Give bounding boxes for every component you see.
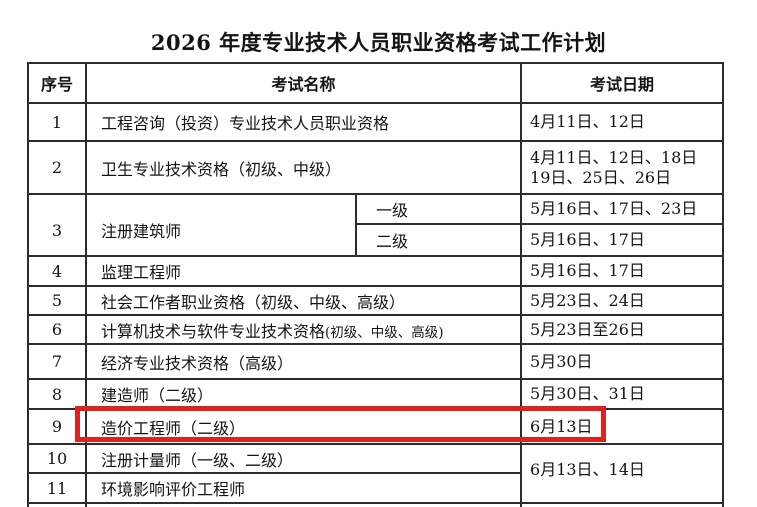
row-index: 2 [27,140,87,195]
table-row: 2 卫生专业技术资格（初级、中级） 4月11日、12日、18日 19日、25日、… [27,140,725,195]
exam-date-cell: 5月23日至26日 [520,314,725,345]
exam-date-cell: 5月16日、17日、23日 [520,193,725,225]
exam-date-cell [520,502,725,507]
exam-schedule-table: 序号 考试名称 考试日期 1 工程咨询（投资）专业技术人员职业资格 4月11日、… [27,62,725,507]
table-row: 6 计算机技术与软件专业技术资格(初级、中级、高级) 5月23日至26日 [27,314,725,345]
exam-name-cell: 经济专业技术资格（高级） [84,343,523,380]
exam-name-cell: 工程咨询（投资）专业技术人员职业资格 [84,102,523,142]
exam-date-cell: 4月11日、12日 [520,102,725,142]
row-index: 8 [27,378,87,410]
date-line-2: 19日、25日、26日 [530,167,672,187]
exam-date-cell: 6月13日 [520,408,725,445]
row-index: 7 [27,343,87,380]
table-row: 11 环境影响评价工程师 [27,472,723,504]
exam-date-cell-merged: 6月13日、14日 [520,443,725,504]
table-subrow: 二级 5月16日、17日 [28,223,725,257]
exam-level-cell: 二级 [354,223,523,257]
exam-level-cell: 一级 [354,193,523,225]
table-row-highlighted: 9 造价工程师（二级） 6月13日 [27,408,725,445]
table-row-cropped [27,502,725,507]
table-row: 3 注册建筑师 一级 5月16日、17日、23日 [27,193,725,257]
row-index: 5 [27,285,87,316]
exam-name-cell: 卫生专业技术资格（初级、中级） [84,140,523,195]
date-line-1: 4月11日、12日、18日 [530,147,698,167]
exam-name-detail: (初级、中级、高级) [325,324,444,341]
exam-name-cell: 注册计量师（一级、二级） [84,443,523,474]
exam-date-cell: 5月30日、31日 [520,378,725,410]
table-row: 4 监理工程师 5月16日、17日 [27,255,725,287]
exam-name-main: 计算机技术与软件专业技术资格 [101,321,326,341]
header-index: 序号 [27,62,87,104]
row-index: 1 [27,102,87,142]
exam-date-cell: 5月16日、17日 [520,223,725,257]
table-row: 1 工程咨询（投资）专业技术人员职业资格 4月11日、12日 [27,102,725,142]
exam-date-cell: 5月16日、17日 [520,255,725,287]
exam-name-cell: 环境影响评价工程师 [84,472,523,504]
row-index: 6 [27,314,87,345]
exam-name-cell: 计算机技术与软件专业技术资格(初级、中级、高级) [84,314,523,345]
exam-name-cell: 注册建筑师 [85,193,357,257]
exam-date-cell: 5月23日、24日 [520,285,725,316]
row-index: 11 [27,472,87,504]
row-index: 4 [27,255,87,287]
header-exam-date: 考试日期 [520,62,725,104]
exam-name-cell: 造价工程师（二级） [84,408,523,445]
page-title: 2026 年度专业技术人员职业资格考试工作计划 [150,30,607,55]
exam-date-cell: 4月11日、12日、18日 19日、25日、26日 [520,140,725,195]
table-row: 10 注册计量师（一级、二级） 6月13日、14日 [27,443,725,504]
row-index [27,502,87,507]
row-index: 9 [27,408,87,445]
header-row: 序号 考试名称 考试日期 [27,62,725,104]
exam-name-cell: 社会工作者职业资格（初级、中级、高级） [84,285,523,316]
table-row: 7 经济专业技术资格（高级） 5月30日 [27,343,725,380]
row-index: 10 [27,443,87,474]
header-exam-name: 考试名称 [84,62,523,104]
exam-name-cell [84,502,523,507]
exam-date-cell: 5月30日 [520,343,725,380]
exam-name-cell: 建造师（二级） [84,378,523,410]
exam-name-cell: 监理工程师 [84,255,523,287]
table-row: 8 建造师（二级） 5月30日、31日 [27,378,725,410]
row-index: 3 [27,193,87,257]
table-row: 5 社会工作者职业资格（初级、中级、高级） 5月23日、24日 [27,285,725,316]
